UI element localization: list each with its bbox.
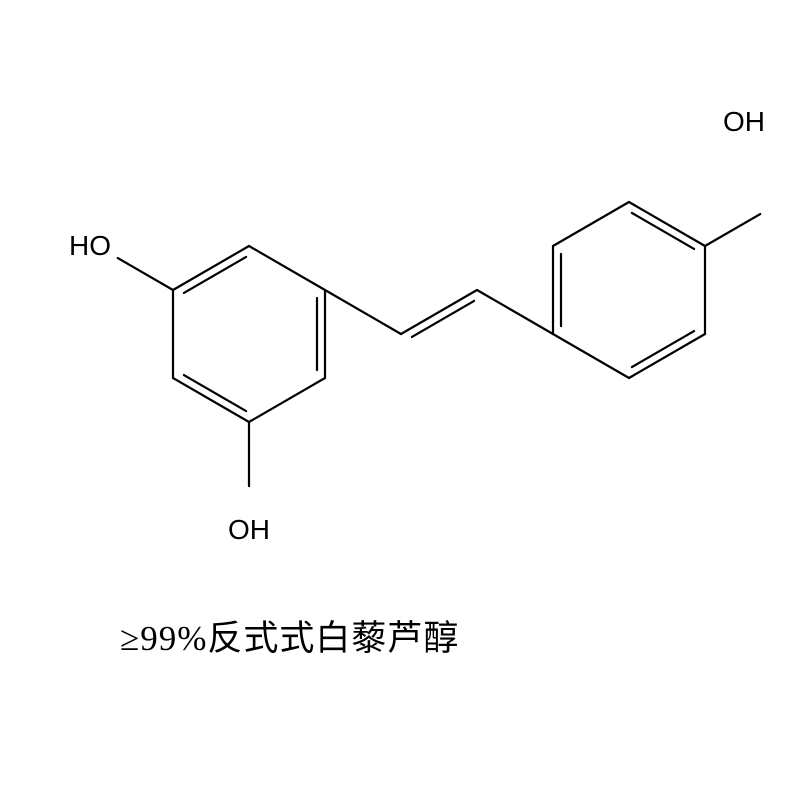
atom-label-ho-left: HO <box>69 230 111 262</box>
caption-text: ≥99%反式式白藜芦醇 <box>120 610 459 661</box>
molecule-svg <box>0 0 800 800</box>
molecule-figure: OH HO OH ≥99%反式式白藜芦醇 <box>0 0 800 800</box>
atom-label-oh-top-right: OH <box>723 106 765 138</box>
atom-label-oh-bottom: OH <box>228 514 270 546</box>
